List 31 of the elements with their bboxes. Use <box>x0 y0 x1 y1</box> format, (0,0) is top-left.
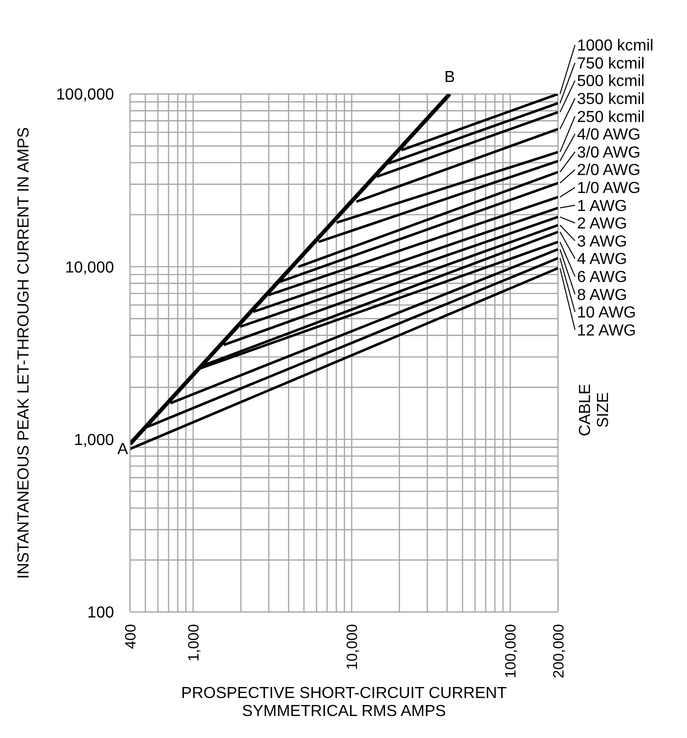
text: 1000 kcmil <box>577 38 654 55</box>
text: 6 AWG <box>577 269 628 286</box>
legend-title: CABLE SIZE <box>577 384 612 436</box>
x-tick-label: 1,000 <box>185 624 202 662</box>
x-tick-label: 200,000 <box>550 624 568 678</box>
series-label: 4 AWG <box>577 251 628 268</box>
series-label: 2/0 AWG <box>577 162 640 180</box>
y-tick-label: 100 <box>87 604 114 622</box>
x-tick-label: 400 <box>122 624 140 650</box>
text: 750 kcmil <box>577 55 645 72</box>
x-axis-title: PROSPECTIVE SHORT-CIRCUIT CURRENT SYMMETRICAL RMS AMPS <box>181 685 508 720</box>
series-label: 3 AWG <box>577 233 628 250</box>
text: 12 AWG <box>577 322 636 340</box>
series-label: 500 kcmil <box>577 73 645 90</box>
x-tick-label: 10,000 <box>344 624 361 670</box>
y-tick-label: 100,000 <box>56 86 114 104</box>
y-tick-label: 1,000 <box>74 432 114 449</box>
annotation: B <box>444 69 456 86</box>
series-label: 1 AWG <box>577 198 628 215</box>
y-tick-label: 10,000 <box>65 259 114 276</box>
y-axis-title: INSTANTANEOUS PEAK LET-THROUGH CURRENT IN AMPS <box>16 127 33 579</box>
text: 250 kcmil <box>577 108 645 126</box>
annotation: A <box>117 440 128 458</box>
series-label: 1/0 AWG <box>577 180 640 197</box>
series-label: 4/0 AWG <box>577 126 640 144</box>
x-tick-label: 100,000 <box>502 624 520 678</box>
series-label: 3/0 AWG <box>577 144 640 162</box>
series-label: 2 AWG <box>577 216 628 233</box>
text: 10 AWG <box>577 304 636 322</box>
series-label: 350 kcmil <box>577 91 645 108</box>
text: 8 AWG <box>577 286 628 304</box>
